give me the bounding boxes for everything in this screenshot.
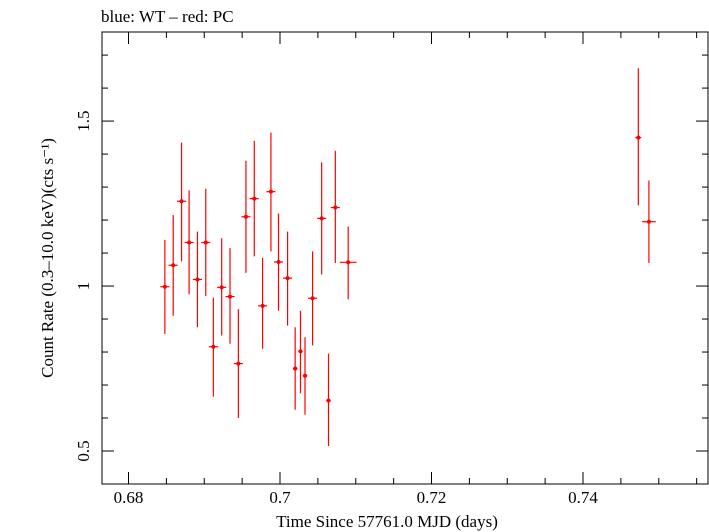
data-point bbox=[330, 150, 340, 263]
data-point bbox=[168, 215, 178, 316]
point-marker bbox=[252, 196, 257, 201]
data-point bbox=[642, 180, 656, 263]
point-marker bbox=[243, 214, 248, 219]
point-marker bbox=[298, 349, 303, 354]
data-point bbox=[635, 68, 642, 206]
point-marker bbox=[293, 366, 298, 371]
data-point bbox=[241, 160, 251, 273]
point-marker bbox=[268, 189, 273, 194]
data-point bbox=[160, 239, 170, 334]
data-point bbox=[292, 327, 298, 410]
point-marker bbox=[203, 240, 208, 245]
data-point bbox=[266, 132, 276, 252]
data-point bbox=[201, 188, 211, 296]
y-tick-label: 0.5 bbox=[74, 440, 93, 461]
chart-title: blue: WT – red: PC bbox=[101, 7, 234, 26]
point-marker bbox=[171, 263, 176, 268]
y-axis-label: Count Rate (0.3–10.0 keV)(cts s⁻¹) bbox=[38, 138, 57, 378]
point-marker bbox=[179, 199, 184, 204]
point-marker bbox=[276, 259, 281, 264]
point-marker bbox=[636, 135, 641, 140]
point-marker bbox=[187, 240, 192, 245]
data-point bbox=[208, 297, 218, 397]
data-point bbox=[308, 251, 318, 346]
data-point bbox=[176, 142, 187, 262]
y-tick-label: 1.5 bbox=[74, 110, 93, 131]
point-marker bbox=[303, 373, 308, 378]
point-marker bbox=[310, 296, 315, 301]
data-point bbox=[298, 310, 303, 394]
data-point bbox=[192, 231, 202, 328]
data-point bbox=[326, 353, 331, 447]
x-tick-label: 0.74 bbox=[568, 488, 598, 507]
plot-frame bbox=[101, 31, 709, 485]
point-marker bbox=[219, 285, 224, 290]
point-marker bbox=[346, 260, 351, 265]
point-marker bbox=[236, 361, 241, 366]
data-series-pc bbox=[160, 68, 656, 447]
x-tick-label: 0.7 bbox=[269, 488, 291, 507]
data-point bbox=[184, 190, 194, 295]
x-tick-label: 0.68 bbox=[114, 488, 144, 507]
point-marker bbox=[162, 284, 167, 289]
y-axis: 0.5 1 1.5 bbox=[74, 54, 708, 485]
point-marker bbox=[211, 344, 216, 349]
point-marker bbox=[646, 219, 651, 224]
data-point bbox=[283, 231, 293, 326]
data-point bbox=[233, 309, 243, 419]
data-point bbox=[258, 258, 268, 349]
x-axis: 0.68 0.7 0.72 0.74 bbox=[114, 32, 698, 507]
data-point bbox=[339, 226, 357, 300]
point-marker bbox=[333, 205, 338, 210]
data-point bbox=[302, 337, 308, 415]
point-marker bbox=[195, 277, 200, 282]
data-point bbox=[317, 162, 327, 275]
point-marker bbox=[260, 303, 265, 308]
x-tick-label: 0.72 bbox=[417, 488, 447, 507]
point-marker bbox=[326, 398, 331, 403]
data-point bbox=[217, 238, 227, 336]
point-marker bbox=[319, 216, 324, 221]
data-point bbox=[249, 140, 259, 257]
point-marker bbox=[228, 294, 233, 299]
point-marker bbox=[285, 276, 290, 281]
y-tick-label: 1 bbox=[74, 282, 93, 291]
data-point bbox=[225, 248, 235, 344]
data-point bbox=[273, 213, 284, 311]
x-axis-label: Time Since 57761.0 MJD (days) bbox=[276, 512, 498, 531]
